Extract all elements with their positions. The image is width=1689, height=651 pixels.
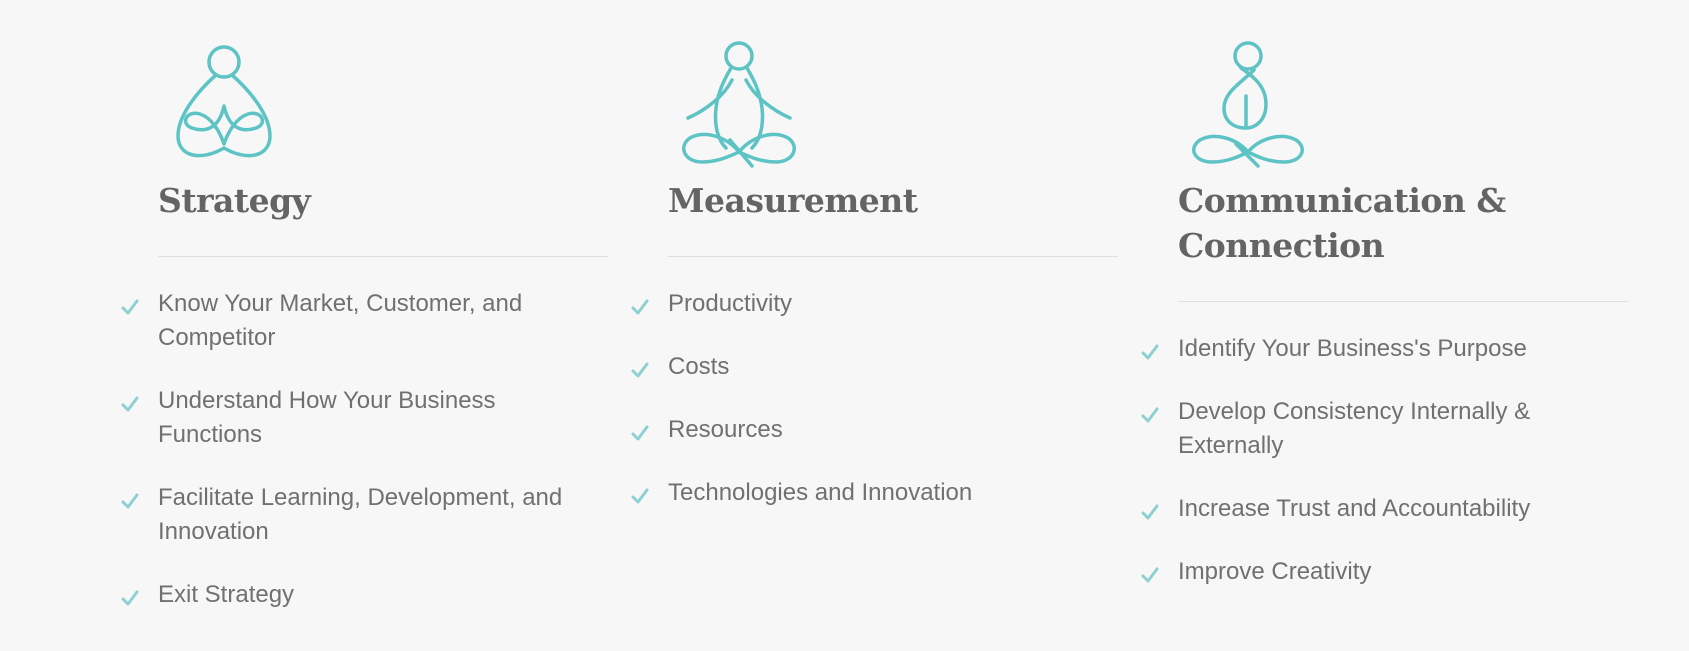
check-icon bbox=[120, 487, 140, 509]
list-item: Productivity bbox=[631, 287, 1108, 321]
list-item-text: Exit Strategy bbox=[158, 581, 295, 608]
list-item-text: Technologies and Innovation bbox=[668, 479, 973, 506]
feature-list: Productivity Costs Resources Technologie… bbox=[631, 287, 1108, 539]
list-item: Costs bbox=[631, 350, 1108, 384]
list-item-text: Facilitate Learning, Development, and In… bbox=[158, 484, 563, 545]
divider bbox=[1178, 301, 1628, 302]
list-item: Resources bbox=[631, 413, 1108, 447]
list-item: Identify Your Business's Purpose bbox=[1141, 332, 1618, 366]
check-icon bbox=[630, 293, 650, 315]
list-item: Increase Trust and Accountability bbox=[1141, 492, 1618, 526]
list-item-text: Productivity bbox=[668, 290, 793, 317]
check-icon bbox=[1140, 401, 1160, 423]
column-title-line: Communication & bbox=[1178, 181, 1506, 220]
column-title: Strategy bbox=[158, 178, 311, 223]
list-item-text: Resources bbox=[668, 416, 783, 443]
list-item-text: Identify Your Business's Purpose bbox=[1178, 335, 1527, 362]
list-item-text: Know Your Market, Customer, and Competit… bbox=[158, 290, 523, 351]
list-item: Facilitate Learning, Development, and In… bbox=[121, 481, 598, 549]
meditation-loop-icon bbox=[1186, 40, 1306, 170]
column-title: Measurement bbox=[668, 178, 918, 223]
list-item: Understand How Your Business Functions bbox=[121, 384, 598, 452]
divider bbox=[668, 256, 1118, 257]
list-item-text: Develop Consistency Internally & Externa… bbox=[1178, 398, 1531, 459]
column-title-line: Connection bbox=[1178, 226, 1385, 265]
check-icon bbox=[630, 356, 650, 378]
list-item-text: Improve Creativity bbox=[1178, 558, 1372, 585]
check-icon bbox=[1140, 561, 1160, 583]
list-item: Know Your Market, Customer, and Competit… bbox=[121, 287, 598, 355]
check-icon bbox=[1140, 338, 1160, 360]
column-title-line: Measurement bbox=[668, 181, 918, 220]
check-icon bbox=[120, 293, 140, 315]
list-item: Develop Consistency Internally & Externa… bbox=[1141, 395, 1618, 463]
check-icon bbox=[630, 419, 650, 441]
list-item-text: Understand How Your Business Functions bbox=[158, 387, 496, 448]
meditation-heart-icon bbox=[170, 44, 290, 174]
check-icon bbox=[120, 584, 140, 606]
list-item-text: Costs bbox=[668, 353, 730, 380]
divider bbox=[158, 256, 608, 257]
list-item: Exit Strategy bbox=[121, 578, 598, 612]
list-item-text: Increase Trust and Accountability bbox=[1178, 495, 1531, 522]
column-title: Communication & Connection bbox=[1178, 178, 1506, 268]
feature-list: Identify Your Business's Purpose Develop… bbox=[1141, 332, 1618, 618]
list-item: Technologies and Innovation bbox=[631, 476, 1108, 510]
list-item: Improve Creativity bbox=[1141, 555, 1618, 589]
check-icon bbox=[1140, 498, 1160, 520]
check-icon bbox=[630, 482, 650, 504]
check-icon bbox=[120, 390, 140, 412]
feature-list: Know Your Market, Customer, and Competit… bbox=[121, 287, 598, 641]
column-title-line: Strategy bbox=[158, 181, 311, 220]
meditation-lotus-icon bbox=[676, 40, 796, 170]
